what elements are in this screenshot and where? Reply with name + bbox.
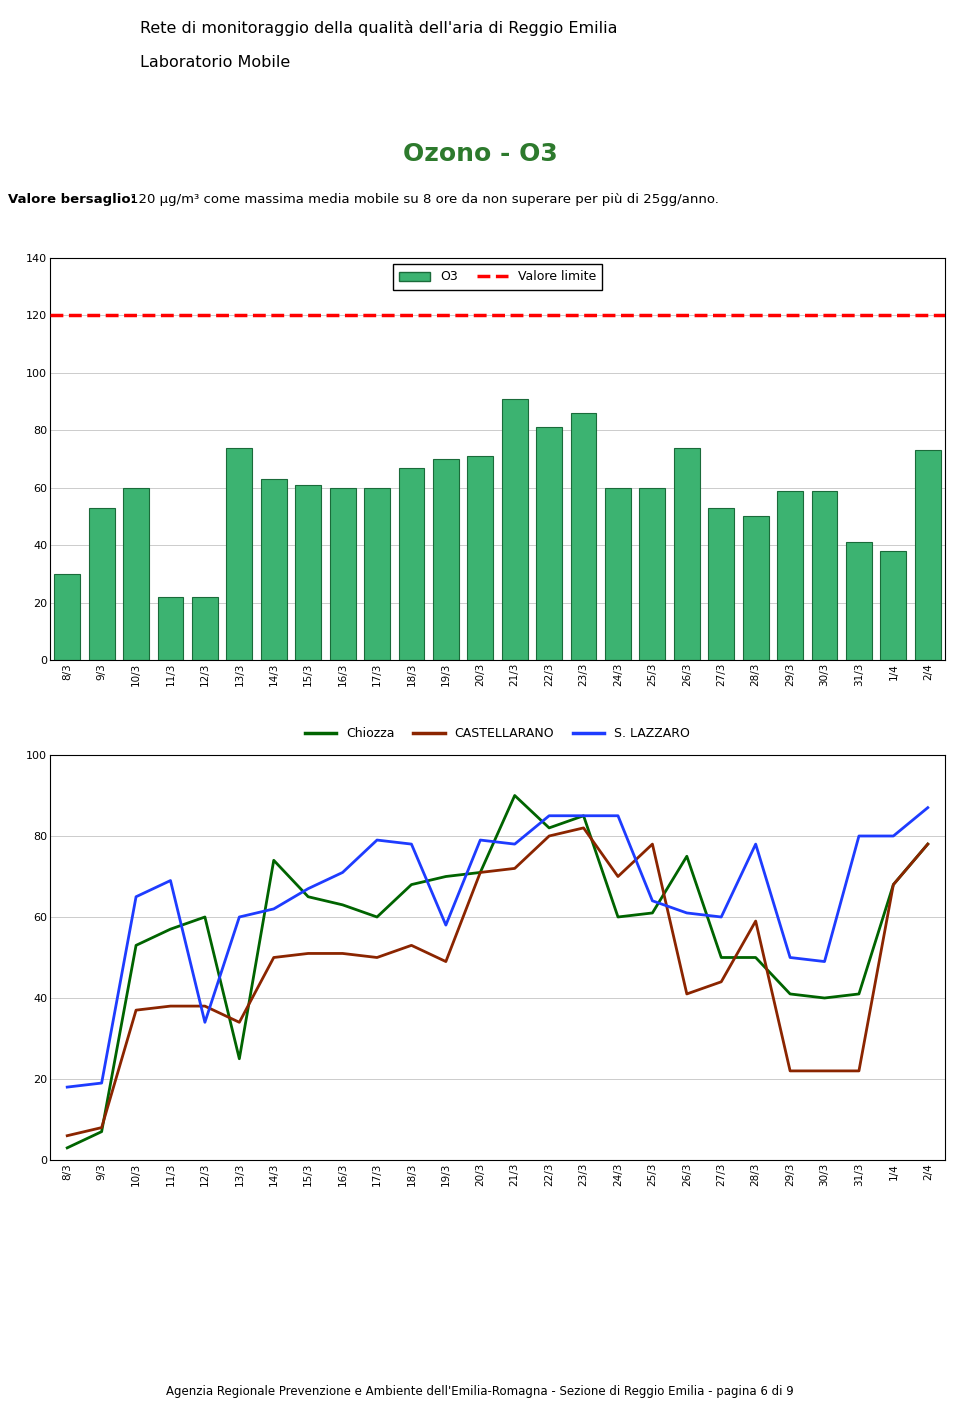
Bar <box>364 488 390 660</box>
Text: Laboratorio Mobile: Laboratorio Mobile <box>140 55 290 70</box>
Bar <box>743 517 769 660</box>
Bar <box>433 460 459 660</box>
Bar <box>227 447 252 660</box>
Text: agenzia
regionale
prevenzione e
ambiente dell'emilia-romagna: agenzia regionale prevenzione e ambiente… <box>23 80 107 105</box>
Bar <box>502 399 528 660</box>
Bar <box>605 488 631 660</box>
Bar <box>915 450 941 660</box>
Text: Media mobile 8h (massimo giornaliero) di O3 - μg/m³: Media mobile 8h (massimo giornaliero) di… <box>263 224 676 238</box>
Bar <box>778 490 803 660</box>
Bar <box>811 490 837 660</box>
Bar <box>468 457 493 660</box>
Bar <box>261 479 287 660</box>
Text: arpa: arpa <box>22 29 108 63</box>
Bar <box>570 413 596 660</box>
Text: 120 μg/m³ come massima media mobile su 8 ore da non superare per più di 25gg/ann: 120 μg/m³ come massima media mobile su 8… <box>130 193 719 206</box>
Bar <box>88 507 114 660</box>
Bar <box>157 597 183 660</box>
Bar <box>537 427 562 660</box>
Text: Rete di monitoraggio della qualità dell'aria di Reggio Emilia: Rete di monitoraggio della qualità dell'… <box>140 20 617 36</box>
Bar <box>639 488 665 660</box>
Text: Agenzia Regionale Prevenzione e Ambiente dell'Emilia-Romagna - Sezione di Reggio: Agenzia Regionale Prevenzione e Ambiente… <box>166 1386 794 1398</box>
Bar <box>674 447 700 660</box>
Text: Ozono - O3: Ozono - O3 <box>402 142 558 165</box>
Bar <box>398 468 424 660</box>
Text: Valore bersaglio:: Valore bersaglio: <box>8 193 136 206</box>
Legend: Chiozza, CASTELLARANO, S. LAZZARO: Chiozza, CASTELLARANO, S. LAZZARO <box>300 723 695 745</box>
Text: Media mobile 8h (massimo giornaliero) di O3 - μg/m³ - confronto stazioni di rife: Media mobile 8h (massimo giornaliero) di… <box>138 686 822 700</box>
Legend: O3, Valore limite: O3, Valore limite <box>393 265 602 290</box>
Bar <box>192 597 218 660</box>
Bar <box>55 574 80 660</box>
Bar <box>329 488 355 660</box>
Bar <box>846 542 872 660</box>
Bar <box>880 551 906 660</box>
Bar <box>296 485 321 660</box>
Text: Scandiano: Scandiano <box>60 224 149 240</box>
Bar <box>708 507 734 660</box>
Bar <box>123 488 149 660</box>
